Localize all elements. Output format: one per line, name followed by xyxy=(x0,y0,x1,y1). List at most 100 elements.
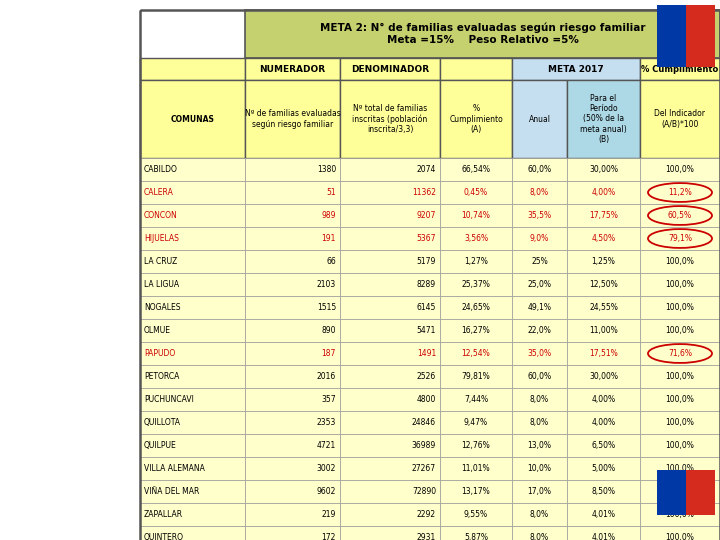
Bar xyxy=(245,204,340,227)
Text: 890: 890 xyxy=(322,326,336,335)
Text: ZAPALLAR: ZAPALLAR xyxy=(144,510,183,519)
Bar xyxy=(440,342,512,365)
Text: META 2: N° de familias evaluadas según riesgo familiar
Meta =15%    Peso Relativ: META 2: N° de familias evaluadas según r… xyxy=(320,23,645,45)
Text: LA LIGUA: LA LIGUA xyxy=(144,280,179,289)
Text: 66,54%: 66,54% xyxy=(462,165,490,174)
Bar xyxy=(440,158,512,181)
Text: 5471: 5471 xyxy=(417,326,436,335)
Bar xyxy=(567,342,640,365)
Bar xyxy=(512,273,567,296)
Bar xyxy=(440,250,512,273)
Text: VIÑA DEL MAR: VIÑA DEL MAR xyxy=(144,487,199,496)
Text: 9207: 9207 xyxy=(417,211,436,220)
Bar xyxy=(440,411,512,434)
Bar xyxy=(686,5,715,67)
Text: DENOMINADOR: DENOMINADOR xyxy=(351,64,429,73)
Bar xyxy=(440,296,512,319)
Text: 24846: 24846 xyxy=(412,418,436,427)
Text: 10,0%: 10,0% xyxy=(528,464,552,473)
Bar xyxy=(567,365,640,388)
Bar xyxy=(140,10,720,540)
Bar xyxy=(340,296,440,319)
Text: 79,81%: 79,81% xyxy=(462,372,490,381)
Bar xyxy=(340,503,440,526)
Bar xyxy=(245,296,340,319)
Bar xyxy=(245,227,340,250)
Bar xyxy=(245,365,340,388)
Bar xyxy=(140,480,245,503)
Bar xyxy=(245,342,340,365)
Bar xyxy=(567,503,640,526)
Text: PUCHUNCAVI: PUCHUNCAVI xyxy=(144,395,194,404)
Text: 49,1%: 49,1% xyxy=(528,303,552,312)
Bar xyxy=(640,526,720,540)
Bar xyxy=(512,181,567,204)
Bar xyxy=(340,80,440,158)
Text: 24,55%: 24,55% xyxy=(589,303,618,312)
Bar xyxy=(440,526,512,540)
Text: CONCON: CONCON xyxy=(144,211,178,220)
Text: PAPUDO: PAPUDO xyxy=(144,349,175,358)
Text: VILLA ALEMANA: VILLA ALEMANA xyxy=(144,464,205,473)
Text: 4,00%: 4,00% xyxy=(591,418,616,427)
Text: 25,37%: 25,37% xyxy=(462,280,490,289)
Bar xyxy=(140,58,245,80)
Bar xyxy=(340,457,440,480)
Text: 17,0%: 17,0% xyxy=(528,487,552,496)
Bar xyxy=(140,273,245,296)
Text: 1380: 1380 xyxy=(317,165,336,174)
Bar xyxy=(140,365,245,388)
Text: 3002: 3002 xyxy=(317,464,336,473)
Text: 100,0%: 100,0% xyxy=(665,372,694,381)
Text: 2526: 2526 xyxy=(417,372,436,381)
Bar xyxy=(640,58,720,80)
Text: 2074: 2074 xyxy=(417,165,436,174)
Text: 12,76%: 12,76% xyxy=(462,441,490,450)
Text: QUINTERO: QUINTERO xyxy=(144,533,184,540)
Text: 8,0%: 8,0% xyxy=(530,418,549,427)
Text: 10,74%: 10,74% xyxy=(462,211,490,220)
Bar xyxy=(640,273,720,296)
Text: Nº de familias evaluadas
según riesgo familiar: Nº de familias evaluadas según riesgo fa… xyxy=(245,109,341,129)
Bar xyxy=(512,388,567,411)
Bar xyxy=(140,388,245,411)
Bar xyxy=(640,80,720,158)
Bar xyxy=(340,181,440,204)
Text: 60,0%: 60,0% xyxy=(528,372,552,381)
Bar xyxy=(640,411,720,434)
Bar xyxy=(140,457,245,480)
Text: 100,0%: 100,0% xyxy=(665,487,694,496)
Text: 30,00%: 30,00% xyxy=(589,165,618,174)
Text: 6,50%: 6,50% xyxy=(591,441,616,450)
Bar xyxy=(567,273,640,296)
Text: 7,44%: 7,44% xyxy=(464,395,488,404)
Bar xyxy=(245,319,340,342)
Bar xyxy=(245,457,340,480)
Bar xyxy=(140,250,245,273)
Text: 25,0%: 25,0% xyxy=(528,280,552,289)
Text: HIJUELAS: HIJUELAS xyxy=(144,234,179,243)
Text: 4721: 4721 xyxy=(317,441,336,450)
Bar xyxy=(567,434,640,457)
Text: LA CRUZ: LA CRUZ xyxy=(144,257,177,266)
Text: 8,0%: 8,0% xyxy=(530,510,549,519)
Text: 1491: 1491 xyxy=(417,349,436,358)
Bar xyxy=(245,526,340,540)
Bar xyxy=(567,250,640,273)
Text: 11,2%: 11,2% xyxy=(668,188,692,197)
Bar xyxy=(245,480,340,503)
Text: %
Cumplimiento
(A): % Cumplimiento (A) xyxy=(449,104,503,134)
Bar xyxy=(140,80,245,158)
Text: 79,1%: 79,1% xyxy=(668,234,692,243)
Text: 8,0%: 8,0% xyxy=(530,533,549,540)
Bar xyxy=(140,319,245,342)
Bar xyxy=(140,158,245,181)
Text: NUMERADOR: NUMERADOR xyxy=(259,64,325,73)
Bar xyxy=(440,388,512,411)
Bar xyxy=(567,296,640,319)
Text: 17,75%: 17,75% xyxy=(589,211,618,220)
Text: 36989: 36989 xyxy=(412,441,436,450)
Text: 66: 66 xyxy=(326,257,336,266)
Bar xyxy=(340,273,440,296)
Text: 51: 51 xyxy=(326,188,336,197)
